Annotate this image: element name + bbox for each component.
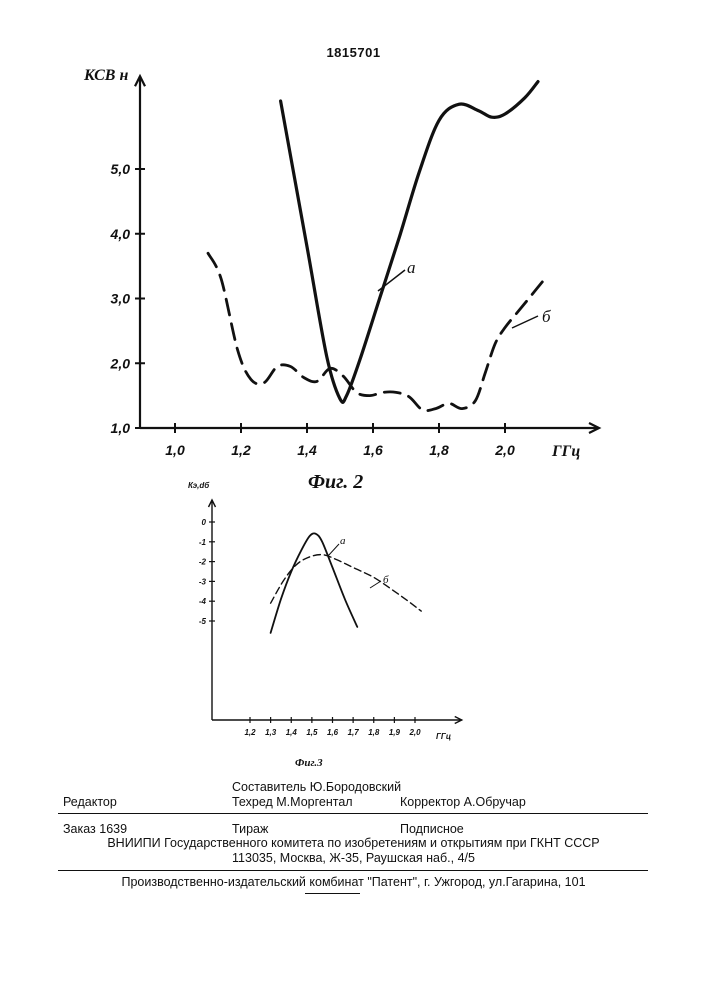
compiler-line: Составитель Ю.Бородовский <box>232 780 401 794</box>
imprint-rule-middle <box>58 870 648 871</box>
imprint-rule-top <box>58 813 648 814</box>
fig3-x-tick-label: 1,6 <box>327 728 339 737</box>
fig3-x-tick-label: 1,3 <box>265 728 277 737</box>
fig3-series <box>271 533 422 633</box>
fig3-y-tick-label: -2 <box>199 558 207 567</box>
fig3-y-tick-label: -1 <box>199 538 207 547</box>
institute-line: ВНИИПИ Государственного комитета по изоб… <box>0 836 707 850</box>
fig3-y-axis-label: Кэ,dб <box>188 481 210 490</box>
fig3-x-tick-label: 1,5 <box>306 728 318 737</box>
fig3-series-a-label: а <box>340 535 346 547</box>
fig3-y-tick-label: 0 <box>202 518 207 527</box>
subscription-line: Подписное <box>400 822 464 836</box>
fig3-caption: Фиг.3 <box>295 757 323 769</box>
imprint-rule-bottom <box>305 893 360 894</box>
fig3-series-b-label: б <box>383 574 389 586</box>
fig3-series-a-leader <box>328 544 339 556</box>
fig3-y-tick-label: -3 <box>199 577 207 586</box>
address-line: 113035, Москва, Ж-35, Раушская наб., 4/5 <box>0 851 707 865</box>
figure-3-gain-chart: 1,2 1,3 1,4 1,5 1,6 1,7 1,8 1,9 2,0 0 -1 -2 -3 -4 -5 К… <box>0 0 707 780</box>
techred-line: Техред М.Моргентал <box>232 795 353 809</box>
fig3-axes <box>209 500 462 724</box>
fig3-x-tick-label: 2,0 <box>408 728 421 737</box>
fig3-x-tick-label: 1,8 <box>368 728 380 737</box>
fig3-x-tick-label: 1,7 <box>348 728 360 737</box>
fig3-series-b-leader <box>370 581 381 588</box>
order-line: Заказ 1639 <box>63 822 127 836</box>
fig3-series-a-line <box>271 533 358 633</box>
editor-line: Редактор <box>63 795 117 809</box>
circulation-line: Тираж <box>232 822 268 836</box>
fig3-x-tick-label: 1,2 <box>244 728 256 737</box>
fig3-y-tick-label: -4 <box>199 597 207 606</box>
fig3-x-tick-label: 1,9 <box>389 728 401 737</box>
fig3-y-tick-label: -5 <box>199 617 207 626</box>
fig3-x-tick-label: 1,4 <box>286 728 298 737</box>
fig3-ticks: 1,2 1,3 1,4 1,5 1,6 1,7 1,8 1,9 2,0 0 -1 -2 -3 -4 -5 <box>199 518 421 737</box>
fig3-x-axis-label: ГГц <box>436 732 451 741</box>
publisher-line: Производственно-издательский комбинат "П… <box>0 875 707 889</box>
corrector-line: Корректор А.Обручар <box>400 795 526 809</box>
